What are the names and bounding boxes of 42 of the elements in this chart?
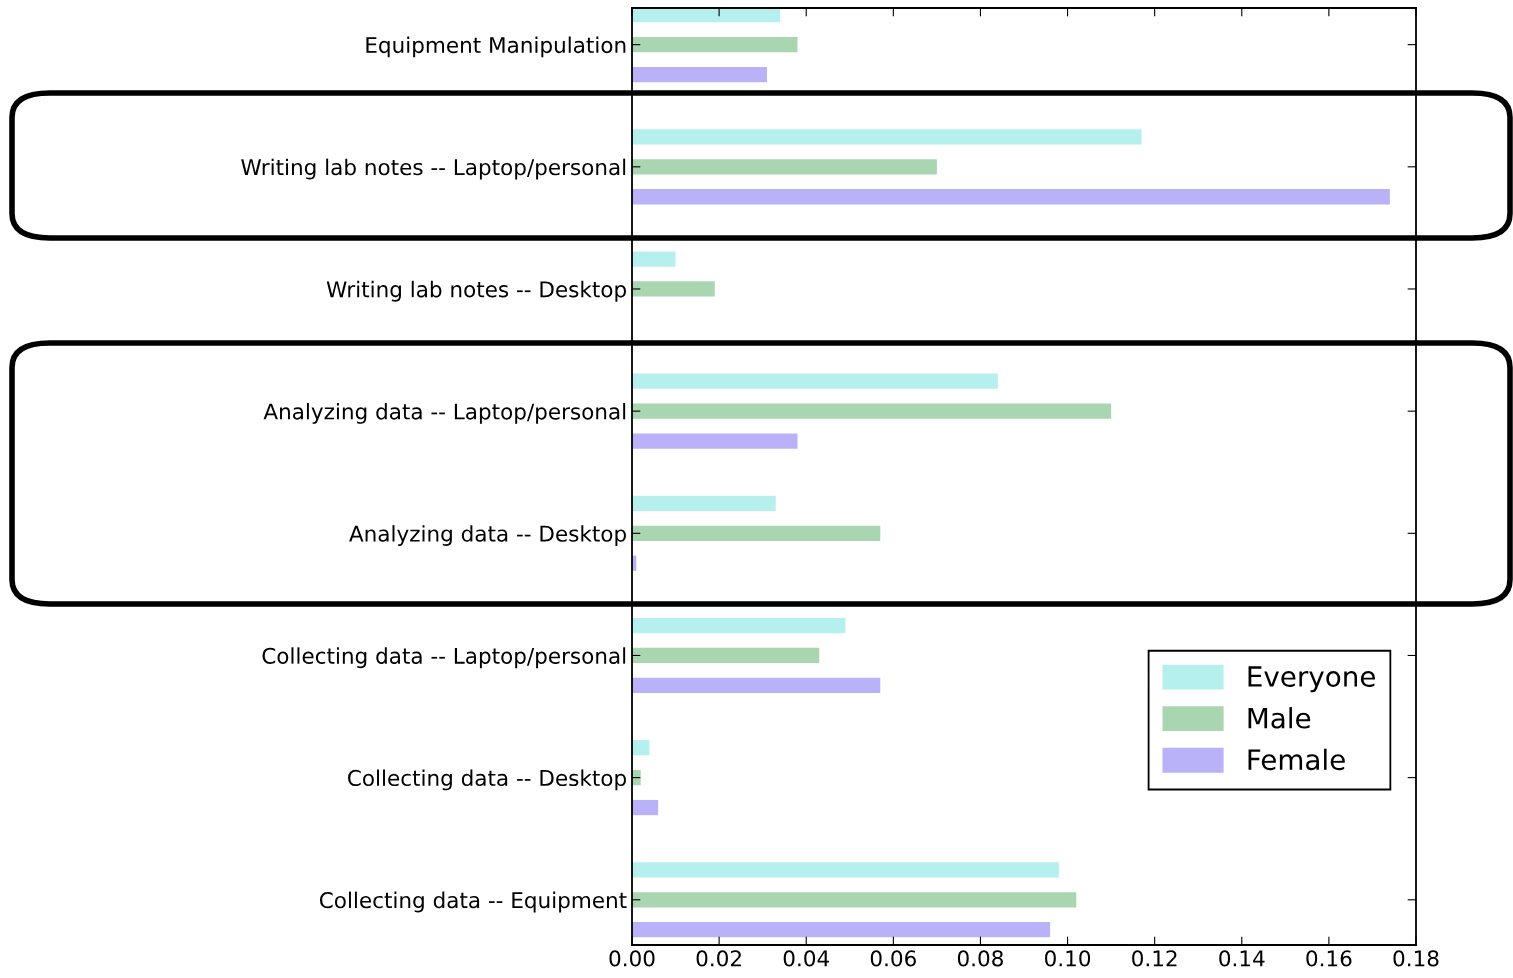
bar [632, 525, 881, 541]
bar [632, 159, 937, 175]
y-tick-label: Analyzing data -- Laptop/personal [263, 402, 626, 424]
x-tick-label: 0.14 [1219, 950, 1265, 967]
bar [632, 892, 1077, 908]
bar [632, 617, 846, 634]
bar [632, 799, 659, 816]
legend-label: Everyone [1248, 666, 1375, 693]
bar [632, 189, 1390, 205]
bar [632, 740, 650, 756]
x-tick-label: 0.08 [957, 950, 1003, 967]
bar [632, 8, 781, 23]
x-tick-label: 0.12 [1132, 950, 1177, 967]
y-tick-label: Equipment Manipulation [366, 36, 626, 58]
y-tick-label: Collecting data -- Desktop [348, 769, 626, 791]
bar [632, 433, 798, 449]
bar [632, 66, 768, 83]
bar [632, 403, 1112, 419]
y-tick-label: Writing lab notes -- Laptop/personal [241, 158, 626, 180]
bar [632, 677, 881, 694]
y-tick-label: Analyzing data -- Desktop [349, 525, 626, 546]
bar [632, 495, 776, 512]
x-tick-label: 0.00 [609, 950, 655, 967]
bar [632, 922, 1051, 938]
bar [632, 647, 820, 664]
x-tick-label: 0.16 [1306, 950, 1352, 967]
legend-label: Female [1248, 748, 1345, 771]
x-tick-label: 0.06 [870, 950, 916, 967]
x-tick-label: 0.10 [1045, 950, 1091, 967]
y-tick-label: Collecting data -- Equipment [319, 891, 627, 913]
bar [632, 129, 1142, 145]
x-tick-label: 0.02 [696, 950, 741, 967]
bar [632, 37, 798, 53]
y-tick-label: Writing lab notes -- Desktop [326, 280, 626, 302]
bar [632, 251, 676, 267]
x-tick-label: 0.18 [1393, 950, 1439, 967]
x-tick-label: 0.04 [783, 950, 829, 967]
legend-label: Male [1248, 707, 1311, 729]
bar [632, 862, 1059, 878]
bar [632, 373, 998, 389]
y-tick-label: Collecting data -- Laptop/personal [262, 647, 626, 669]
bar [632, 281, 715, 297]
